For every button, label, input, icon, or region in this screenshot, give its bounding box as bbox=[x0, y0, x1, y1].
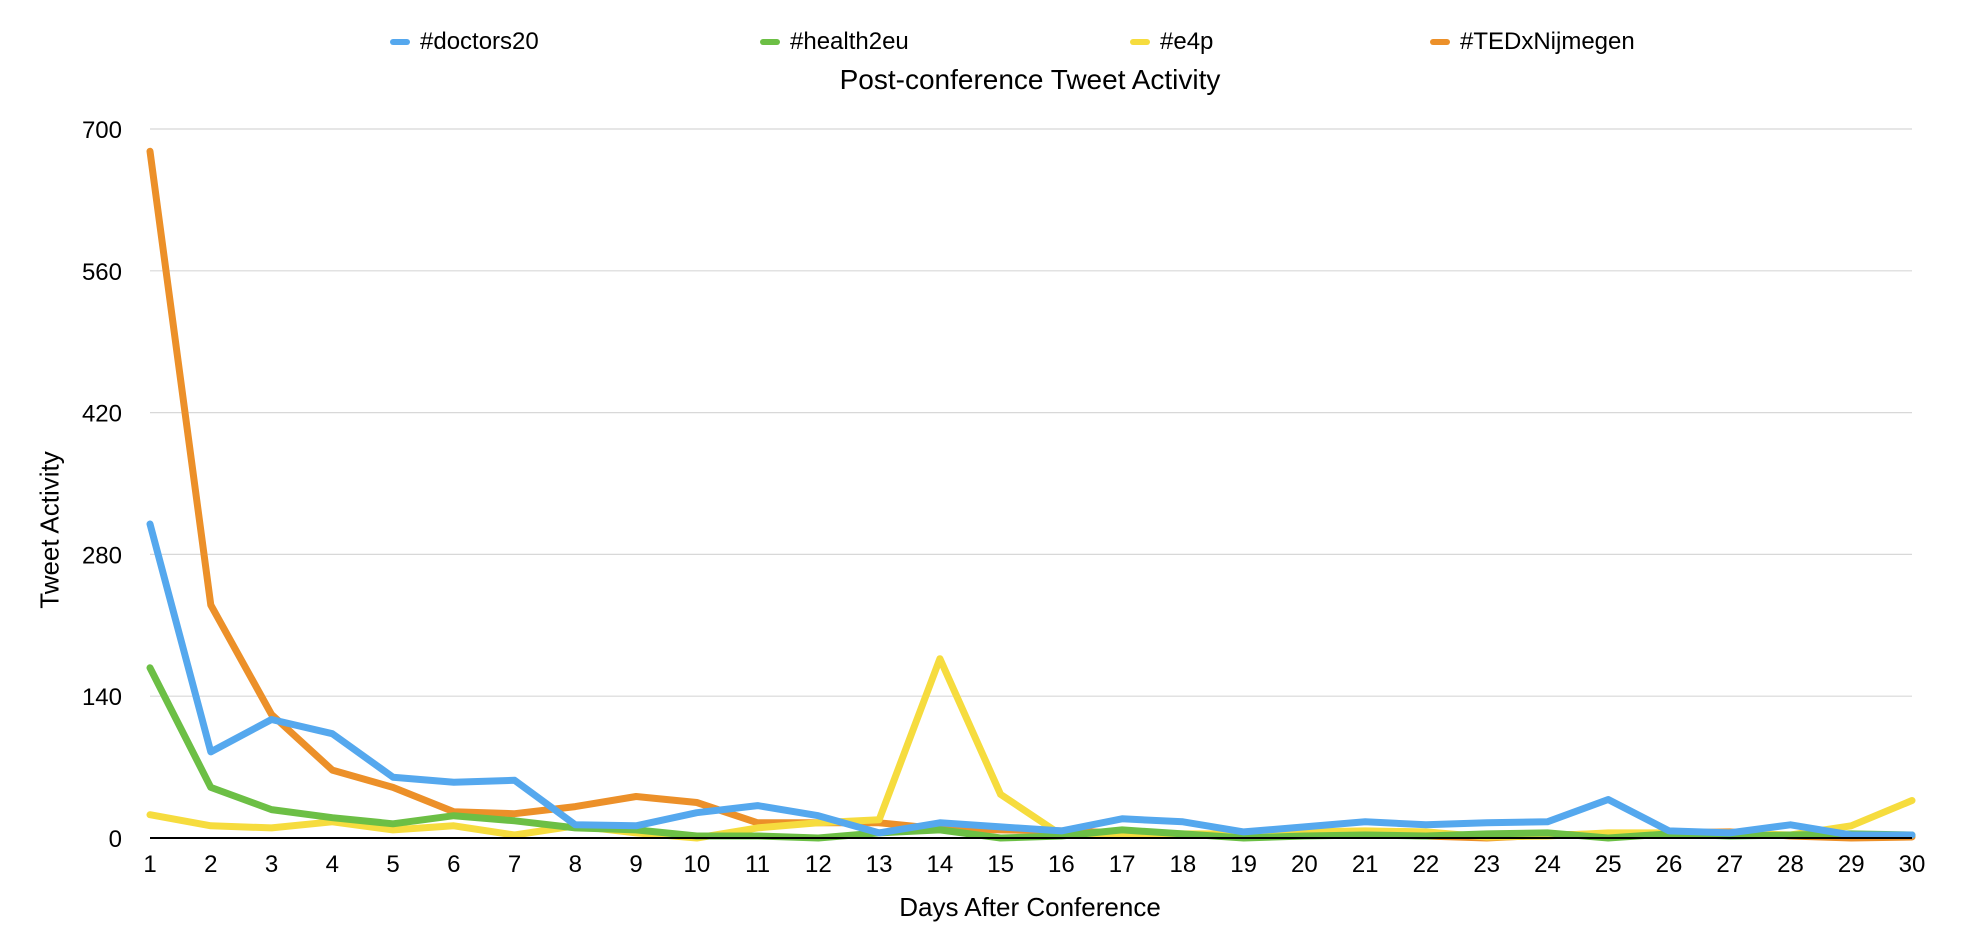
legend: #doctors20 #health2eu #e4p #TEDxNijmegen bbox=[390, 28, 1690, 58]
x-tick-label: 14 bbox=[927, 851, 954, 878]
x-tick-label: 3 bbox=[265, 851, 278, 878]
legend-label: #e4p bbox=[1160, 28, 1214, 55]
x-tick-label: 5 bbox=[386, 851, 399, 878]
series-line bbox=[146, 520, 1916, 839]
x-tick-label: 17 bbox=[1109, 851, 1136, 878]
legend-label: #health2eu bbox=[790, 28, 909, 55]
x-tick-label: 28 bbox=[1777, 851, 1804, 878]
x-tick-label: 19 bbox=[1230, 851, 1257, 878]
x-axis-label: Days After Conference bbox=[899, 892, 1161, 922]
x-tick-label: 30 bbox=[1899, 851, 1926, 878]
series-line bbox=[146, 655, 1916, 842]
x-tick-label: 23 bbox=[1473, 851, 1500, 878]
x-tick-label: 21 bbox=[1352, 851, 1379, 878]
x-tick-label: 11 bbox=[745, 851, 770, 878]
x-tick-label: 4 bbox=[326, 851, 339, 878]
legend-label: #doctors20 bbox=[420, 28, 539, 55]
y-tick-label: 140 bbox=[82, 684, 122, 711]
legend-item: #doctors20 bbox=[390, 28, 539, 56]
x-tick-label: 1 bbox=[143, 851, 156, 878]
series-line bbox=[146, 147, 1916, 842]
x-tick-label: 25 bbox=[1595, 851, 1622, 878]
x-tick-label: 27 bbox=[1716, 851, 1743, 878]
x-tick-label: 9 bbox=[629, 851, 642, 878]
x-tick-label: 8 bbox=[569, 851, 582, 878]
x-tick-label: 12 bbox=[805, 851, 832, 878]
x-tick-label: 7 bbox=[508, 851, 521, 878]
legend-item: #TEDxNijmegen bbox=[1430, 28, 1635, 56]
x-tick-label: 18 bbox=[1170, 851, 1197, 878]
x-tick-label: 26 bbox=[1656, 851, 1683, 878]
y-tick-label: 280 bbox=[82, 542, 122, 569]
legend-item: #e4p bbox=[1130, 28, 1213, 56]
x-tick-label: 6 bbox=[447, 851, 460, 878]
legend-swatch bbox=[760, 39, 780, 45]
legend-swatch bbox=[1430, 39, 1450, 45]
y-tick-label: 420 bbox=[82, 401, 122, 428]
x-tick-label: 13 bbox=[866, 851, 893, 878]
y-tick-label: 560 bbox=[82, 259, 122, 286]
x-tick-label: 2 bbox=[204, 851, 217, 878]
legend-swatch bbox=[390, 39, 410, 45]
x-tick-label: 15 bbox=[987, 851, 1014, 878]
x-tick-label: 22 bbox=[1413, 851, 1440, 878]
legend-item: #health2eu bbox=[760, 28, 909, 56]
x-tick-label: 24 bbox=[1534, 851, 1561, 878]
x-tick-label: 20 bbox=[1291, 851, 1318, 878]
y-tick-label: 700 bbox=[82, 117, 122, 144]
chart-title: Post-conference Tweet Activity bbox=[839, 64, 1221, 95]
x-tick-label: 16 bbox=[1048, 851, 1075, 878]
x-tick-label: 10 bbox=[683, 851, 710, 878]
legend-swatch bbox=[1130, 39, 1150, 45]
y-tick-label: 0 bbox=[109, 826, 122, 853]
x-tick-label: 29 bbox=[1838, 851, 1865, 878]
legend-label: #TEDxNijmegen bbox=[1460, 28, 1635, 55]
